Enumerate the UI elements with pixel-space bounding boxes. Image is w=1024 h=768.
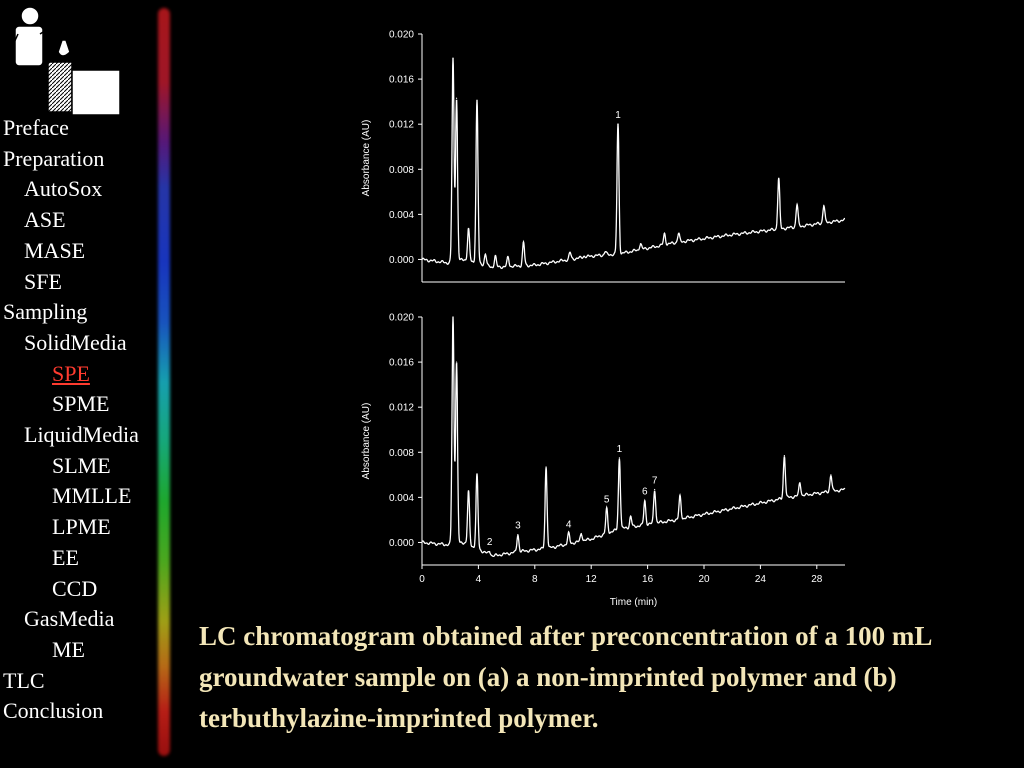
rainbow-divider (158, 8, 170, 756)
y-tick-label: 0.020 (389, 313, 414, 324)
y-tick-label: 0.016 (389, 75, 414, 86)
nav-item-ase[interactable]: ASE (24, 207, 66, 233)
peak-point (568, 532, 570, 535)
nav-item-sampling[interactable]: Sampling (3, 299, 88, 325)
nav-item-spme[interactable]: SPME (52, 391, 110, 417)
nav-item-sfe[interactable]: SFE (24, 268, 62, 294)
peak-point (663, 232, 666, 235)
nav-item-spe[interactable]: SPE (52, 360, 90, 386)
peak-point (617, 123, 619, 125)
peak-point (467, 228, 470, 230)
peak-point (455, 97, 458, 99)
nav-item-solidmedia[interactable]: SolidMedia (24, 329, 127, 355)
peak-point (778, 177, 780, 179)
nav-item-lpme[interactable]: LPME (52, 514, 111, 540)
chromatogram-trace (421, 316, 846, 558)
nav-item-liquidmedia[interactable]: LiquidMedia (24, 422, 139, 447)
y-tick-label: 0.004 (389, 210, 414, 221)
peak-point (507, 256, 509, 258)
peak-point (583, 255, 585, 257)
figure-caption: LC chromatogram obtained after preconcen… (199, 621, 931, 733)
x-axis-label: Time (min) (610, 597, 657, 608)
peak-point (569, 252, 571, 254)
peak-point (796, 203, 798, 205)
x-tick-label: 8 (532, 574, 538, 585)
peak-point (489, 550, 491, 553)
chromatogram-trace (421, 57, 845, 270)
y-tick-label: 0.020 (389, 30, 414, 41)
y-tick-label: 0.008 (389, 165, 414, 176)
y-axis-label: Absorbance (AU) (361, 403, 372, 480)
peak-point (580, 532, 582, 535)
nav-item-preparation[interactable]: Preparation (3, 145, 105, 171)
peak-point (606, 508, 608, 510)
y-tick-label: 0.008 (389, 448, 414, 459)
nav-item-tlc[interactable]: TLC (3, 667, 45, 693)
peak-label: 7 (652, 475, 658, 486)
x-tick-label: 20 (698, 574, 710, 585)
x-tick-label: 12 (586, 574, 598, 585)
nav-item-gasmedia[interactable]: GasMedia (24, 606, 115, 632)
chemist-logo (7, 5, 121, 116)
chromatogram-chart: 0.000 0.004 0.008 0.012 0.016 0.020 Absorbance… (361, 30, 846, 608)
peak-point (639, 243, 642, 245)
peak-point (630, 515, 632, 518)
peak-point (618, 457, 620, 459)
peak-label: 1 (615, 110, 621, 121)
peak-label: 6 (642, 487, 648, 498)
peak-point (476, 99, 478, 102)
peak-point (452, 58, 454, 60)
y-tick-label: 0.004 (389, 493, 414, 504)
y-tick-label: 0.012 (389, 403, 414, 414)
peak-point (644, 500, 646, 502)
peak-point (545, 466, 547, 468)
peak-point (679, 495, 681, 497)
peak-point (517, 533, 519, 536)
nav-item-mase[interactable]: MASE (24, 237, 86, 263)
peak-point (604, 250, 606, 253)
peak-point (494, 255, 496, 257)
peak-point (467, 491, 470, 493)
x-tick-label: 28 (811, 574, 823, 585)
peak-point (452, 316, 454, 318)
nav-item-ccd[interactable]: CCD (52, 575, 98, 601)
x-tick-label: 0 (419, 574, 425, 585)
peak-label: 4 (566, 519, 572, 530)
nav-item-mmlle[interactable]: MMLLE (52, 483, 132, 509)
y-tick-label: 0.000 (389, 255, 414, 266)
chemist-head-icon (20, 6, 40, 26)
nav-item-preface[interactable]: Preface (3, 115, 69, 140)
peak-label: 2 (487, 537, 493, 548)
peak-point (522, 241, 525, 244)
peak-point (783, 455, 785, 457)
y-tick-label: 0.000 (389, 538, 414, 549)
peak-point (484, 253, 487, 255)
x-tick-label: 24 (755, 574, 767, 585)
x-tick-label: 16 (642, 574, 654, 585)
peak-point (654, 488, 656, 491)
peak-point (455, 361, 458, 363)
nav-item-ee[interactable]: EE (52, 544, 79, 570)
y-tick-label: 0.016 (389, 358, 414, 369)
y-tick-label: 0.012 (389, 120, 414, 131)
peak-point (830, 474, 832, 476)
y-axis-label: Absorbance (AU) (361, 120, 372, 197)
peak-label: 5 (604, 495, 610, 506)
peak-point (799, 482, 801, 484)
peak-point (476, 474, 478, 476)
peak-point (823, 204, 825, 206)
peak-label: 3 (515, 521, 521, 532)
nav-item-autosox[interactable]: AutoSox (24, 176, 103, 202)
nav-item-slme[interactable]: SLME (52, 452, 111, 478)
peak-label: 1 (617, 444, 623, 455)
nav-item-conclusion[interactable]: Conclusion (3, 698, 104, 724)
peak-point (678, 232, 680, 235)
x-tick-label: 4 (476, 574, 482, 585)
nav-item-me[interactable]: ME (52, 636, 85, 662)
